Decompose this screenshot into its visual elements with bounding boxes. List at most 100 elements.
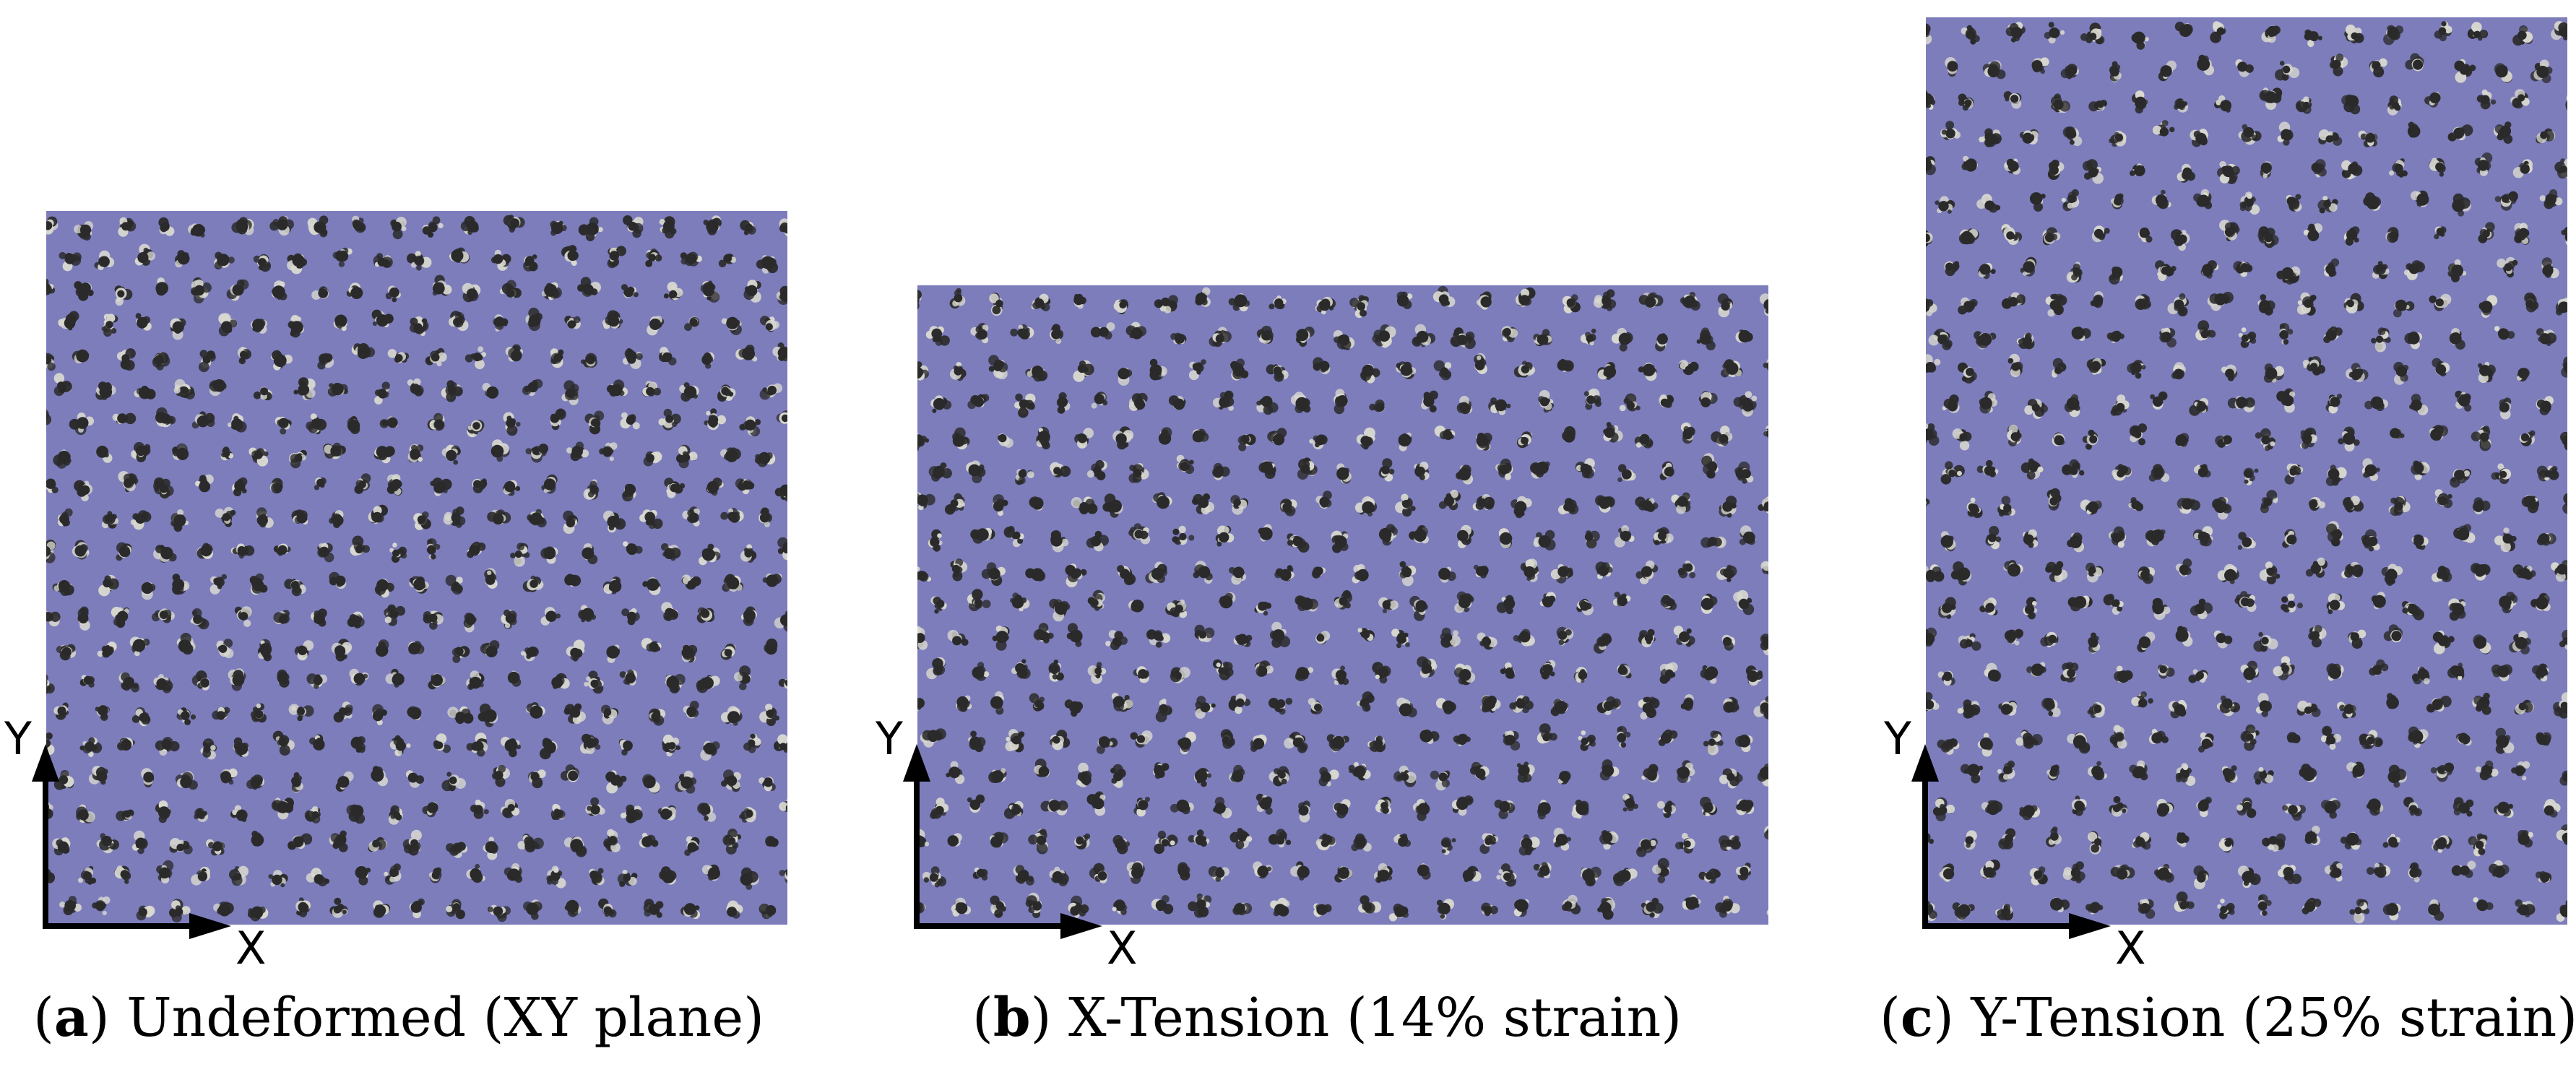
atom-cluster: [406, 770, 424, 788]
atom-cluster: [2473, 897, 2494, 912]
atom-cluster: [2434, 489, 2453, 509]
atom-cluster: [480, 640, 500, 658]
atom-cluster: [1594, 633, 1612, 654]
atom-cluster: [1290, 861, 1310, 881]
atom-cluster: [389, 543, 407, 563]
atom-cluster: [1703, 730, 1724, 756]
atom-cluster: [779, 869, 787, 884]
atom-cluster: [1280, 498, 1297, 516]
atom-cluster: [2062, 126, 2083, 147]
atom-cluster: [599, 442, 618, 462]
atom-cluster: [384, 604, 405, 626]
atom-cluster: [1926, 156, 1936, 176]
atom-cluster: [2432, 566, 2452, 583]
atom-cluster: [2277, 121, 2294, 146]
atom-cluster: [1562, 894, 1581, 915]
atom-cluster: [131, 441, 151, 462]
atom-cluster: [317, 543, 334, 563]
atom-cluster: [947, 833, 962, 847]
atom-cluster: [1034, 758, 1050, 777]
atom-cluster: [1456, 464, 1474, 485]
atom-cluster: [2088, 100, 2107, 112]
atom-cluster: [1979, 390, 1998, 414]
atom-cluster: [566, 441, 589, 462]
atom-cluster: [1580, 328, 1596, 346]
atom-cluster: [428, 673, 446, 690]
atom-cluster: [1111, 692, 1133, 712]
atom-cluster: [1926, 230, 1933, 247]
atom-cluster: [1711, 425, 1733, 447]
atom-cluster: [2311, 159, 2327, 178]
atom-cluster: [1682, 894, 1701, 910]
atom-cluster: [256, 507, 274, 528]
atom-cluster: [2555, 298, 2567, 316]
atom-cluster: [1966, 497, 1983, 519]
atom-cluster: [2175, 433, 2190, 447]
atom-cluster: [2190, 598, 2213, 620]
atom-cluster: [1763, 358, 1768, 371]
atom-cluster: [2138, 228, 2153, 243]
atom-cluster: [2296, 700, 2321, 717]
atom-cluster: [1025, 892, 1042, 918]
atom-cluster: [930, 797, 949, 819]
atom-cluster: [433, 733, 451, 753]
atom-cluster: [2408, 726, 2429, 748]
atom-cluster: [237, 347, 251, 365]
atom-cluster: [1513, 628, 1535, 647]
atom-cluster: [1766, 909, 1768, 916]
atom-cluster: [501, 736, 522, 758]
atom-cluster: [2349, 899, 2370, 924]
atom-cluster: [990, 691, 1004, 715]
atom-cluster: [372, 704, 387, 726]
atom-cluster: [2110, 394, 2130, 416]
atom-cluster: [606, 644, 621, 663]
atom-cluster: [1481, 902, 1498, 917]
atom-cluster: [765, 836, 779, 847]
atom-cluster: [2015, 730, 2043, 749]
atom-cluster: [2130, 163, 2145, 176]
atom-cluster: [170, 509, 189, 532]
atom-cluster: [1313, 903, 1332, 917]
atom-cluster: [772, 342, 787, 362]
atom-cluster: [1073, 360, 1094, 382]
atom-cluster: [272, 730, 295, 756]
atom-cluster: [1634, 433, 1654, 449]
atom-cluster: [482, 383, 499, 399]
atom-cluster: [53, 702, 69, 720]
atom-cluster: [1268, 829, 1292, 848]
atom-cluster: [2494, 326, 2515, 340]
atom-cluster: [1256, 396, 1279, 415]
atom-cluster: [2432, 358, 2450, 377]
atom-cluster: [1453, 733, 1471, 746]
atom-cluster: [733, 665, 751, 691]
atom-cluster: [2001, 224, 2023, 245]
atom-cluster: [2024, 399, 2048, 419]
atom-cluster: [1254, 660, 1274, 677]
atom-cluster: [1935, 196, 1955, 214]
atom-cluster: [53, 449, 72, 469]
atom-cluster: [503, 215, 525, 233]
atom-cluster: [1005, 729, 1025, 753]
atom-cluster: [1315, 631, 1331, 644]
atom-cluster: [501, 799, 520, 818]
atom-cluster: [141, 768, 155, 788]
atom-cluster: [2393, 361, 2409, 385]
atom-cluster: [1287, 533, 1310, 553]
caption-c: (c) Y-Tension (25% strain): [1880, 991, 2576, 1045]
atom-cluster: [722, 574, 743, 592]
atom-cluster: [2407, 121, 2421, 138]
atom-cluster: [645, 248, 662, 267]
atom-cluster: [2067, 595, 2093, 612]
atom-cluster: [1133, 797, 1150, 817]
atom-cluster: [1734, 461, 1754, 484]
atom-cluster: [1926, 298, 1937, 316]
atom-cluster: [1961, 155, 1978, 172]
atom-cluster: [1074, 833, 1091, 850]
atom-cluster: [1454, 663, 1476, 686]
atom-cluster: [2168, 699, 2187, 719]
atom-cluster: [1170, 799, 1194, 815]
atom-cluster: [917, 290, 922, 310]
atom-cluster: [1698, 868, 1721, 884]
atom-cluster: [1721, 359, 1743, 378]
atom-cluster: [1719, 496, 1737, 518]
